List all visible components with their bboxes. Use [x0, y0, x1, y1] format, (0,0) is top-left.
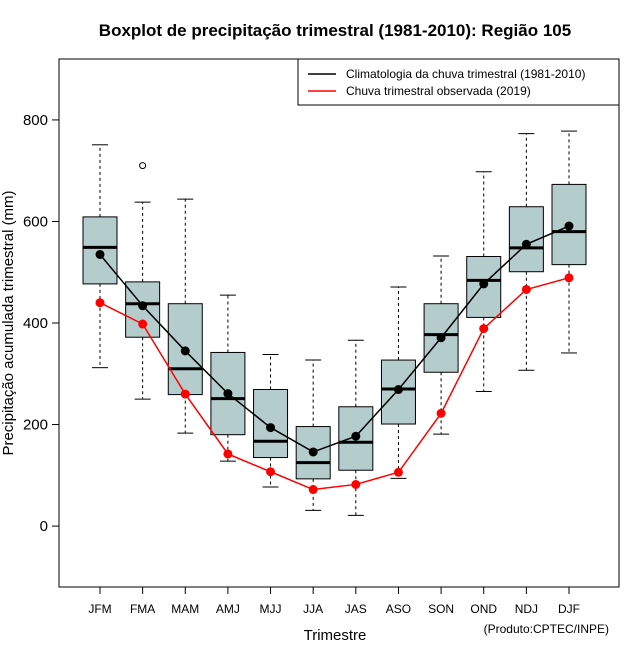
box-SON: [423, 255, 459, 435]
climatology-point: [223, 389, 233, 399]
y-tick-label: 200: [23, 417, 48, 434]
observed-point: [266, 467, 276, 477]
climatology-point: [564, 221, 574, 231]
box-ASO: [380, 286, 416, 479]
legend-label-observed: Chuva trimestral observada (2019): [346, 84, 531, 98]
climatology-point: [479, 279, 489, 289]
plot-layer: 0 200 400 600 800 JFM FMA MAM AMJ MJJ JJA JAS ASO SON…: [23, 58, 620, 616]
y-axis-label: Precipitação acumulada trimestral (mm): [0, 190, 17, 455]
observed-line: [99, 277, 570, 491]
x-tick-label: MAM: [171, 602, 199, 616]
climatology-point: [436, 333, 446, 343]
credit-text: (Produto:CPTEC/INPE): [484, 622, 609, 636]
x-tick-label: DJF: [558, 602, 580, 616]
observed-point: [180, 389, 190, 399]
x-tick-label: ASO: [386, 602, 411, 616]
chart-title: Boxplot de precipitação trimestral (1981…: [99, 21, 571, 40]
y-tick-label: 800: [23, 112, 48, 129]
x-tick-label: FMA: [130, 602, 155, 616]
climatology-point: [95, 249, 105, 259]
x-tick-label: SON: [428, 602, 454, 616]
y-tick-label: 600: [23, 213, 48, 230]
x-tick-label: JAS: [345, 602, 367, 616]
climatology-point: [393, 385, 403, 395]
box-FMA: [125, 162, 161, 400]
observed-point: [393, 467, 403, 477]
observed-point: [223, 449, 233, 459]
observed-point: [138, 319, 148, 329]
climatology-point: [180, 346, 190, 356]
box-JAS: [338, 339, 374, 516]
observed-point: [351, 479, 361, 489]
climatology-point: [308, 447, 318, 457]
x-tick-label: AMJ: [216, 602, 240, 616]
observed-point: [564, 273, 574, 283]
x-tick-label: NDJ: [515, 602, 538, 616]
observed-point: [521, 284, 531, 294]
legend-box: [297, 58, 620, 106]
observed-point: [479, 324, 489, 334]
observed-point: [95, 298, 105, 308]
observed-point: [308, 485, 318, 495]
observed-point: [436, 408, 446, 418]
climatology-point: [266, 423, 276, 433]
box-DJF: [551, 130, 587, 354]
x-tick-label: JFM: [88, 602, 111, 616]
climatology-point: [351, 431, 361, 441]
climatology-point: [521, 239, 531, 249]
x-tick-label: JJA: [303, 602, 323, 616]
climatology-point: [138, 301, 148, 311]
x-axis-label: Trimestre: [304, 627, 367, 644]
outlier-point: [139, 162, 147, 170]
y-tick-label: 0: [40, 518, 48, 535]
climatology-line: [99, 225, 570, 453]
legend-label-climatology: Climatologia da chuva trimestral (1981-2…: [346, 67, 585, 81]
legend: Climatologia da chuva trimestral (1981-2…: [297, 58, 620, 106]
box-NDJ: [508, 133, 544, 371]
y-tick-label: 400: [23, 315, 48, 332]
x-tick-label: MJJ: [260, 602, 282, 616]
x-tick-label: OND: [470, 602, 497, 616]
